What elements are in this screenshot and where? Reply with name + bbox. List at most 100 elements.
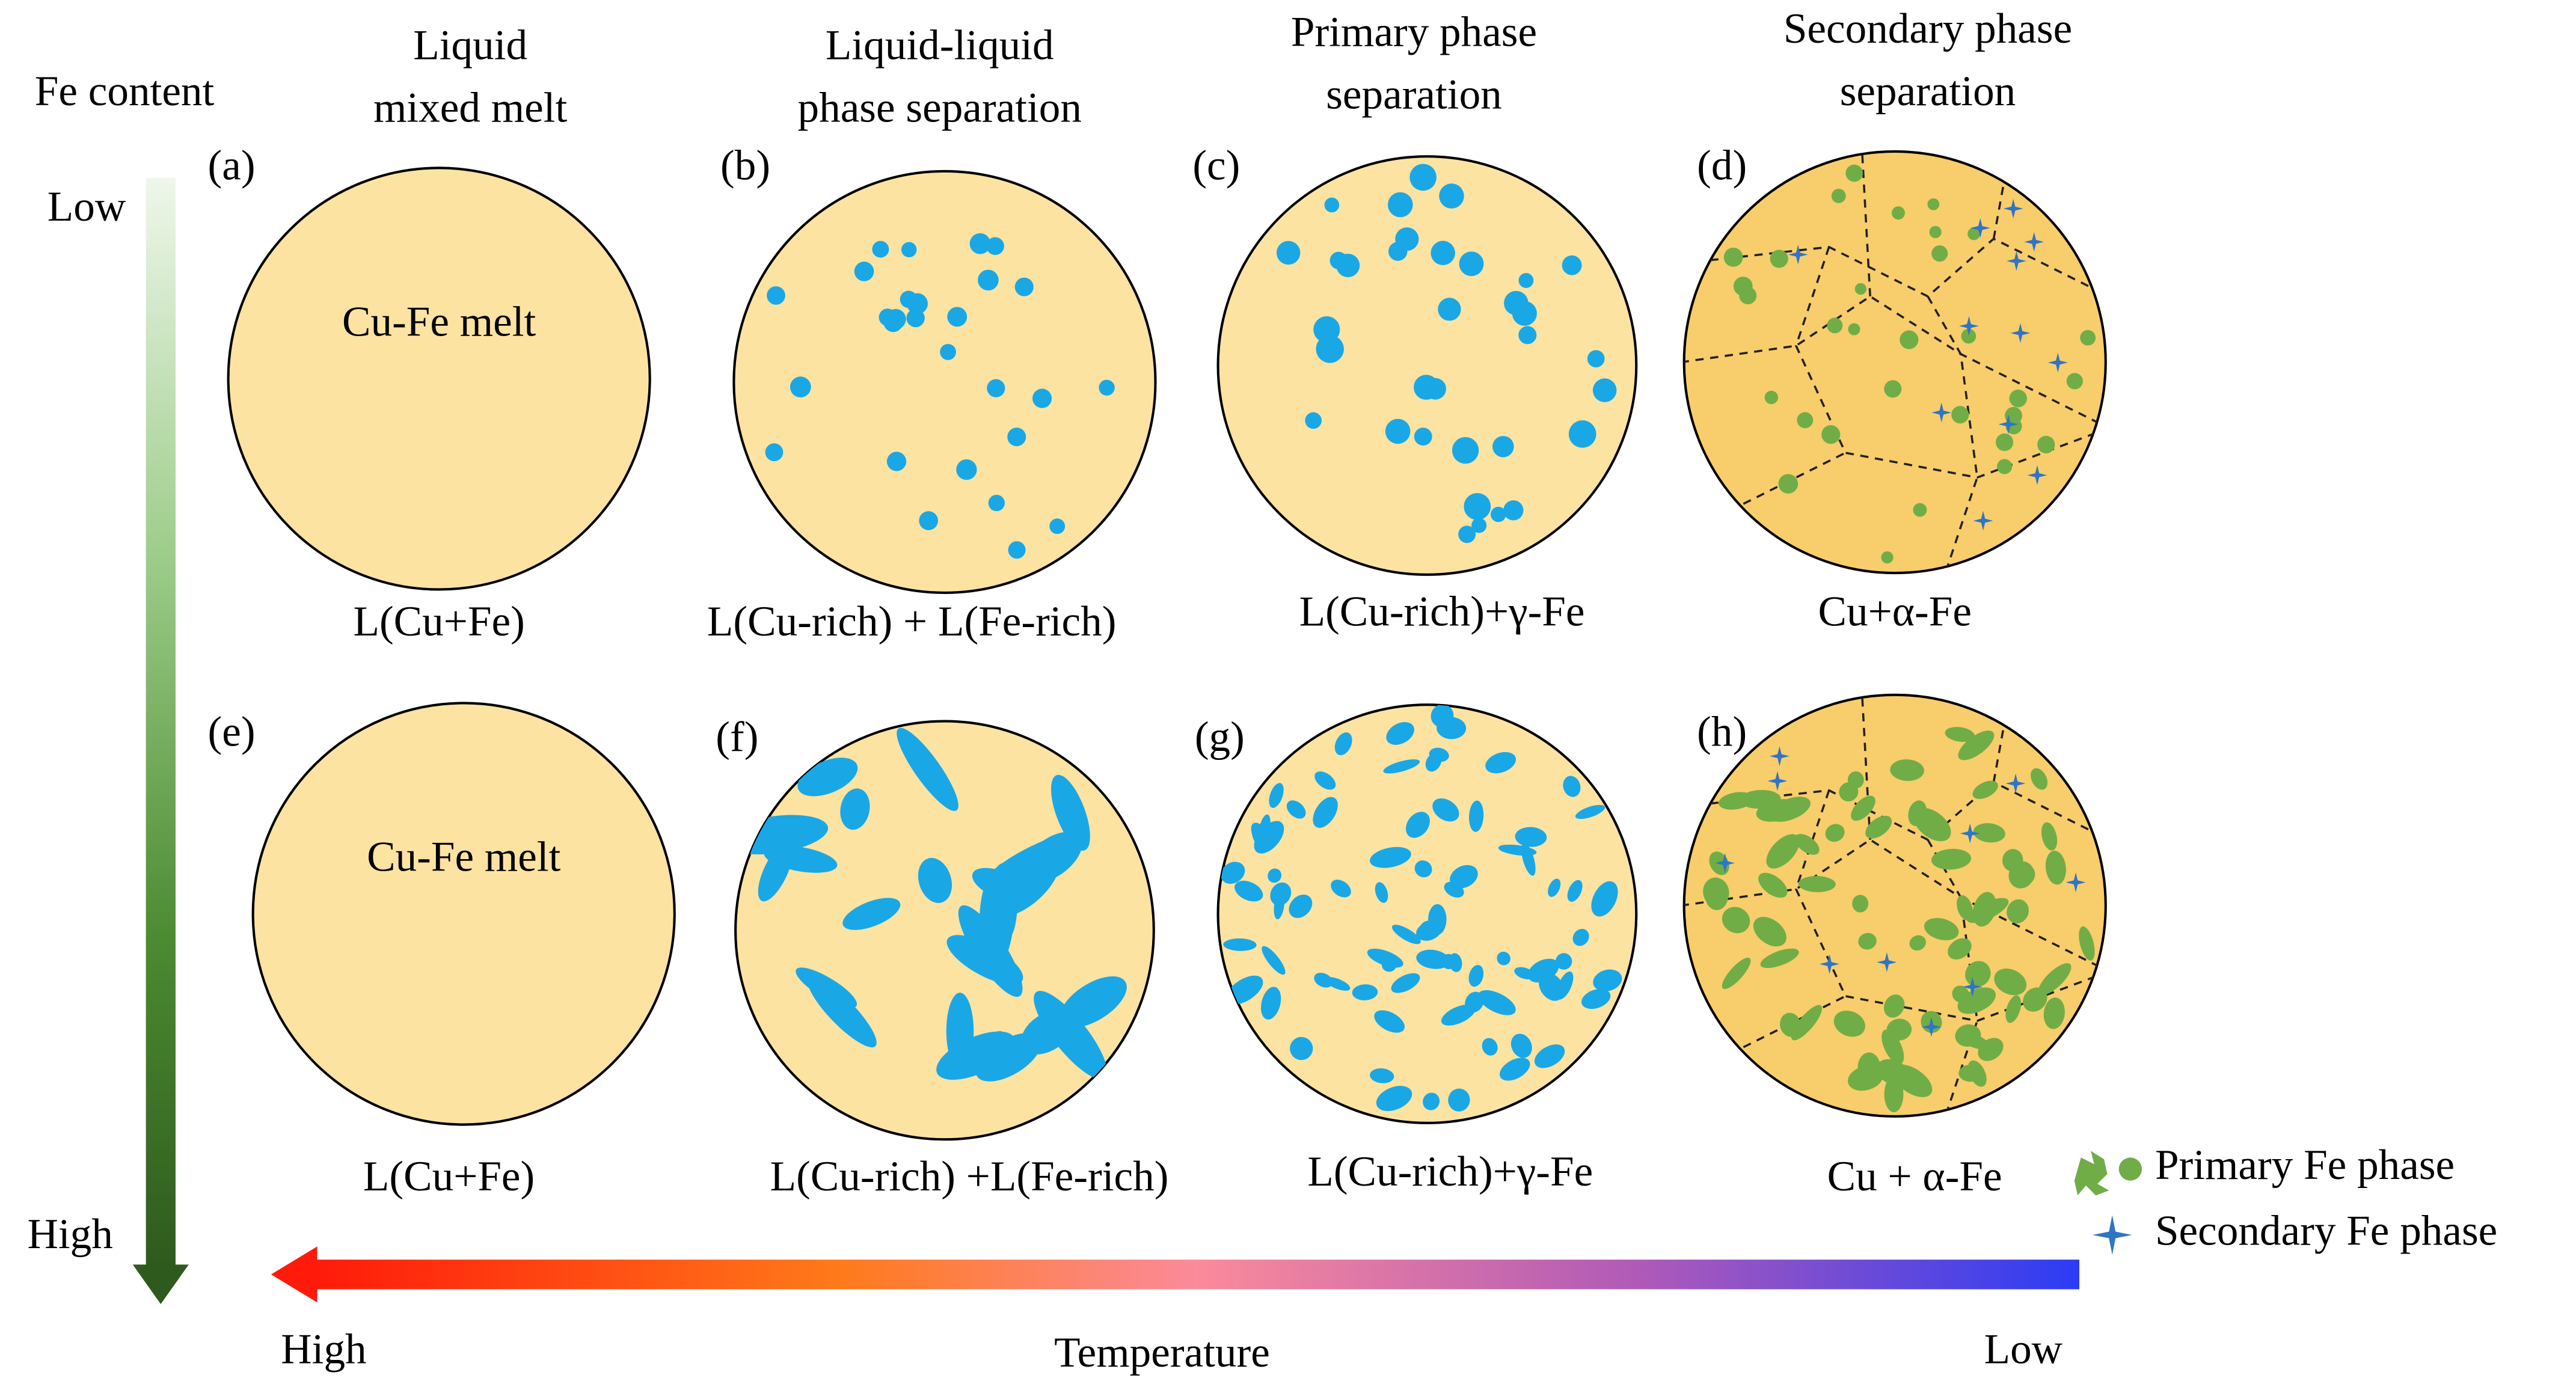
microstructure xyxy=(1684,694,2106,1116)
fe-particle xyxy=(1375,882,1388,903)
primary-fe xyxy=(1997,459,2013,474)
melt-disc xyxy=(732,170,1157,595)
fe-droplet xyxy=(1439,183,1464,209)
fe-blob xyxy=(842,898,901,930)
legend-dot xyxy=(2118,1157,2142,1181)
fe-droplet xyxy=(947,307,968,327)
fe-droplet xyxy=(987,379,1005,397)
fe-particle xyxy=(1314,771,1336,790)
fe-arrow xyxy=(146,177,176,1268)
fe-particle xyxy=(1290,1036,1313,1061)
primary-fe xyxy=(1945,727,1975,742)
primary-fe xyxy=(1739,287,1757,305)
primary-fe xyxy=(1924,917,1959,941)
primary-fe xyxy=(1839,782,1859,802)
fe-blob xyxy=(808,976,877,1048)
fe-particle xyxy=(1514,967,1535,979)
primary-fe xyxy=(2031,768,2048,790)
secondary-fe xyxy=(1788,245,1808,265)
secondary-fe xyxy=(1921,1017,1942,1037)
panel-label: (a) xyxy=(208,142,256,189)
fe-droplet xyxy=(879,308,897,326)
microstructure xyxy=(765,233,1115,559)
panel-label: (d) xyxy=(1697,142,1747,189)
primary-fe xyxy=(2009,389,2027,408)
primary-fe xyxy=(1883,994,1905,1018)
primary-fe xyxy=(1967,1060,1987,1087)
secondary-fe xyxy=(2065,872,2086,893)
primary-fe xyxy=(1845,164,1863,182)
fe-droplet xyxy=(1276,240,1301,265)
grain-boundary xyxy=(1684,295,2106,429)
primary-fe xyxy=(2009,863,2035,887)
primary-fe xyxy=(1927,198,1940,210)
fe-droplet xyxy=(1503,500,1524,521)
primary-fe xyxy=(1996,433,2014,452)
fe-droplet xyxy=(1032,388,1052,408)
panel-label: (b) xyxy=(720,142,770,189)
fe-droplet xyxy=(906,308,925,328)
fe-particle xyxy=(1437,705,1447,735)
fe-arrowhead xyxy=(132,1264,189,1305)
fe-particle xyxy=(1223,938,1257,951)
fe-particle xyxy=(1391,925,1421,944)
panel-label: (e) xyxy=(208,709,256,756)
fe-droplet xyxy=(1409,164,1437,191)
fe-particle xyxy=(1405,812,1430,838)
primary-fe xyxy=(1913,807,1951,842)
fe-particle xyxy=(1257,814,1271,847)
fe-droplet xyxy=(854,262,874,281)
fe-particle xyxy=(1391,973,1420,993)
column-header: separation xyxy=(1326,72,1502,118)
fe-droplet xyxy=(790,376,811,398)
fe-droplet xyxy=(919,511,938,530)
primary-fe xyxy=(2037,435,2055,454)
panel-caption: L(Cu-rich) +L(Fe-rich) xyxy=(770,1153,1169,1200)
fe-droplet xyxy=(1587,350,1605,368)
grain-boundary xyxy=(1684,838,2106,973)
fe-droplet xyxy=(1007,427,1026,447)
fe-blob xyxy=(1034,991,1108,1080)
fe-droplet xyxy=(1336,253,1360,278)
fe-droplet xyxy=(1305,412,1322,429)
primary-fe xyxy=(1764,390,1779,405)
fe-particle xyxy=(1591,881,1618,917)
fe-particle xyxy=(1269,783,1284,808)
primary-fe xyxy=(1854,283,1866,295)
fe-blob xyxy=(984,833,1076,886)
fe-particle xyxy=(1260,987,1281,1020)
fe-particle xyxy=(1262,946,1286,975)
fe-particle xyxy=(1270,882,1292,906)
secondary-fe xyxy=(2007,251,2026,271)
fe-blob xyxy=(758,842,793,902)
primary-fe xyxy=(2080,329,2096,346)
primary-fe xyxy=(2041,822,2058,851)
fe-blob xyxy=(897,727,958,811)
fe-particle xyxy=(1221,862,1245,884)
microstructure xyxy=(1276,164,1617,543)
grain-boundary xyxy=(1794,790,2106,1022)
primary-fe xyxy=(1851,795,1875,821)
fe-particle xyxy=(1498,844,1537,856)
primary-fe xyxy=(1778,474,1799,494)
melt-disc xyxy=(1216,155,1638,576)
fe-droplet xyxy=(886,452,907,471)
fe-droplet xyxy=(1008,541,1026,559)
panel-caption: L(Cu-rich) + L(Fe-rich) xyxy=(707,598,1117,645)
grain-boundary xyxy=(1860,694,1871,840)
fe-particle xyxy=(1527,958,1559,983)
primary-fe xyxy=(1890,759,1924,781)
primary-fe xyxy=(2045,850,2066,885)
panel-caption: L(Cu+Fe) xyxy=(354,598,525,645)
primary-fe xyxy=(1909,935,1926,951)
fe-particle xyxy=(1534,1044,1565,1068)
fe-droplet xyxy=(969,233,991,254)
fe-particle xyxy=(1352,984,1378,1000)
panel-caption: L(Cu+Fe) xyxy=(363,1153,535,1200)
primary-fe xyxy=(1831,189,1846,203)
temp-arrow xyxy=(310,1260,2079,1290)
primary-fe xyxy=(1900,330,1919,349)
primary-fe xyxy=(1884,380,1902,398)
fe-particle xyxy=(1334,732,1352,756)
